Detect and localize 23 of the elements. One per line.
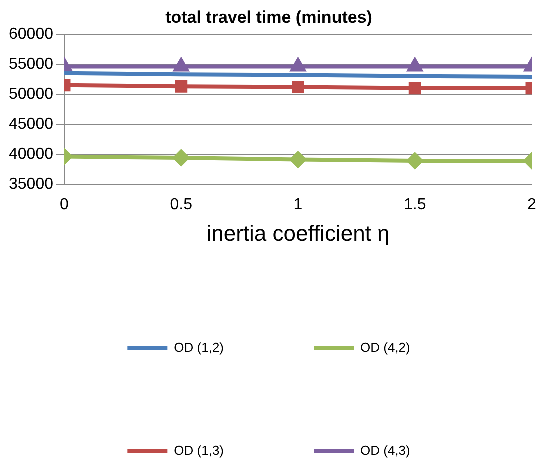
y-tick-label: 55000 bbox=[8, 56, 54, 73]
point bbox=[173, 150, 190, 166]
point bbox=[175, 80, 188, 93]
x-tick-label: 2 bbox=[528, 196, 537, 214]
y-tick-label: 45000 bbox=[8, 116, 54, 133]
chart-title: total travel time (minutes) bbox=[166, 8, 372, 27]
y-tick-label: 60000 bbox=[8, 26, 54, 43]
point bbox=[174, 58, 189, 72]
point bbox=[291, 58, 306, 72]
legend-label: OD (4,3) bbox=[360, 443, 410, 458]
x-axis-title: inertia coefficient η bbox=[206, 220, 390, 246]
legend-label: OD (1,2) bbox=[174, 340, 224, 356]
x-tick-label: 1.5 bbox=[404, 196, 426, 214]
point bbox=[292, 80, 304, 94]
y-tick-label: 50000 bbox=[8, 86, 54, 103]
point bbox=[290, 152, 306, 168]
x-tick-label: 1 bbox=[294, 196, 303, 214]
legend-label: OD (4,2) bbox=[360, 340, 410, 356]
y-tick-label: 35000 bbox=[8, 176, 54, 193]
x-tick-label: 0.5 bbox=[170, 196, 193, 214]
x-tick-label: 0 bbox=[60, 196, 70, 214]
y-tick-label: 40000 bbox=[8, 146, 54, 163]
legend-label: OD (1,3) bbox=[174, 443, 224, 458]
